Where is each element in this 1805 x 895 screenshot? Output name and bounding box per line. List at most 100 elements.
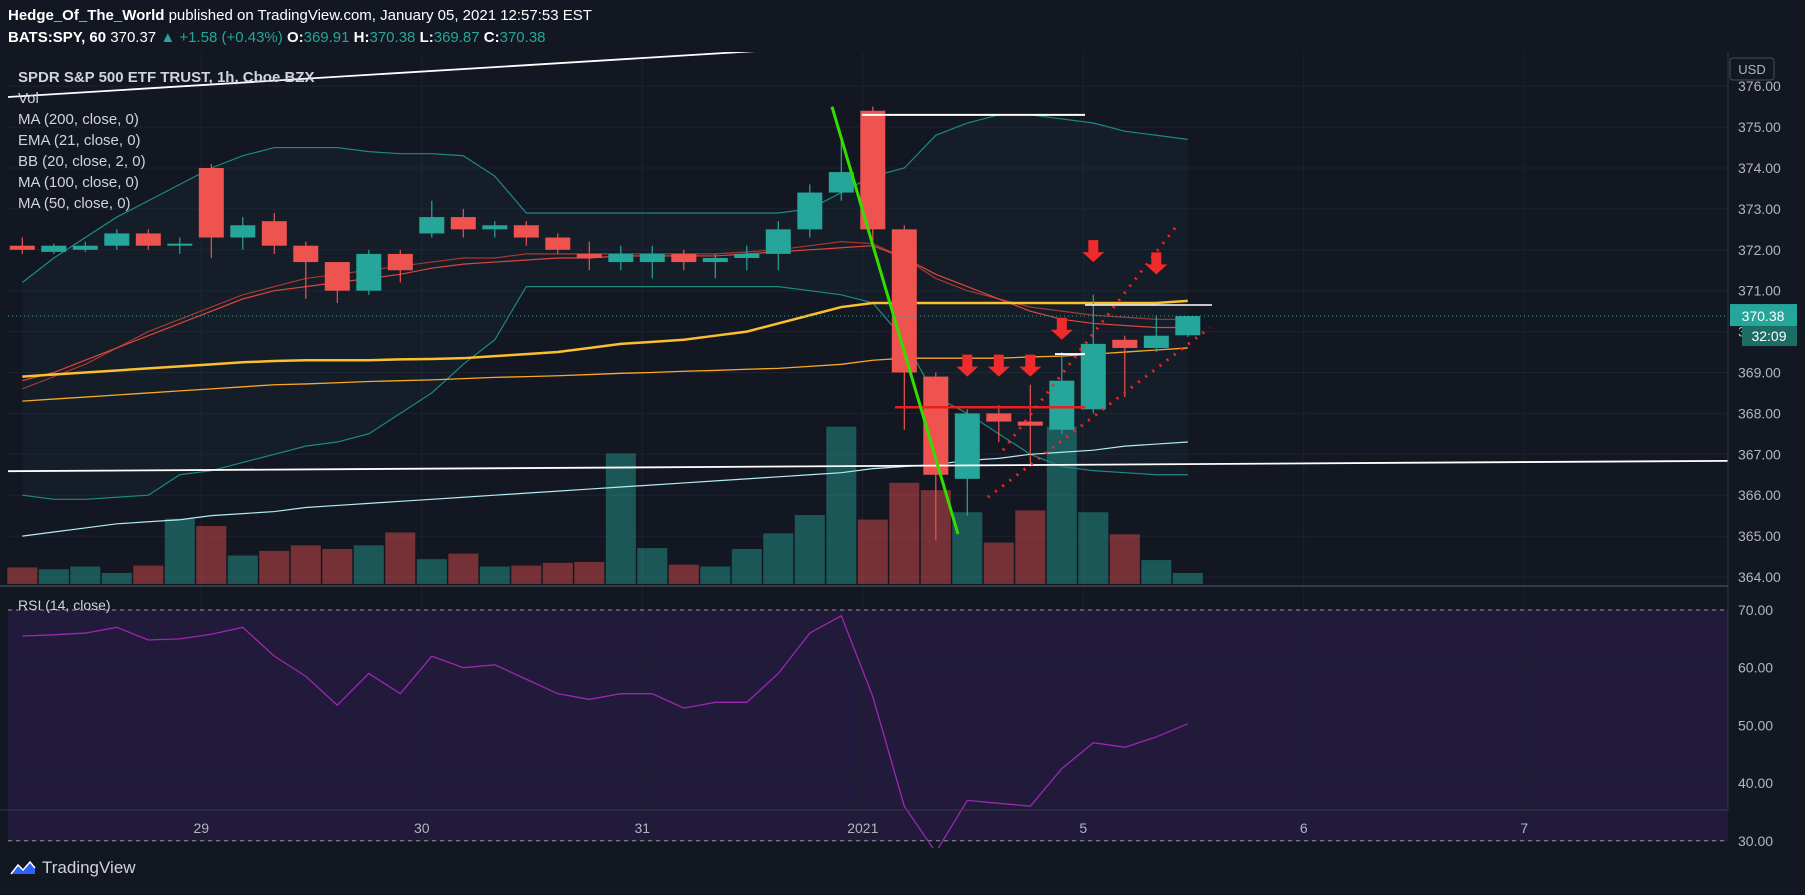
down-arrow-icon xyxy=(956,354,979,377)
currency-badge xyxy=(1729,57,1775,81)
price-tick-label: 376.00 xyxy=(1738,78,1781,94)
ma200-line xyxy=(22,441,1188,537)
tradingview-brand[interactable]: TradingView xyxy=(10,858,136,878)
down-arrow-icon xyxy=(1050,317,1073,340)
last-price: 370.37 xyxy=(110,29,157,46)
brand-label: TradingView xyxy=(42,858,136,877)
volume-bar xyxy=(7,567,38,584)
rsi-tick-label: 30.00 xyxy=(1738,833,1773,848)
volume-bar xyxy=(353,545,384,584)
price-tag-label: 370.38 xyxy=(1742,308,1785,324)
volume-bar xyxy=(794,515,825,584)
author-name[interactable]: Hedge_Of_The_World xyxy=(8,7,165,24)
upper-trendline xyxy=(7,52,756,98)
chart-footer: TradingView xyxy=(0,848,1805,895)
price-change: +1.58 (+0.43%) xyxy=(179,29,283,46)
chart-canvas[interactable]: 364.00 365.00 366.00 367.00 368.00 369.00 370.… xyxy=(0,52,1805,848)
symbol-label: BATS:SPY, 60 xyxy=(8,29,107,46)
time-tick-label: 7 xyxy=(1520,820,1528,836)
bollinger-fill xyxy=(22,114,1188,500)
candle-body xyxy=(482,225,508,230)
candle-body xyxy=(765,229,791,254)
legend-item: MA (50, close, 0) xyxy=(18,195,131,212)
volume-bar xyxy=(574,561,605,584)
up-triangle-icon: ▲ xyxy=(160,29,176,46)
volume-bar xyxy=(542,562,573,584)
time-tick-label: 29 xyxy=(194,820,210,836)
price-tag xyxy=(1730,304,1797,327)
price-tick-label: 372.00 xyxy=(1738,242,1781,258)
ema21-line xyxy=(22,245,1188,382)
volume-bar xyxy=(668,564,699,584)
candle-body xyxy=(986,413,1012,422)
channel-lower-dotted xyxy=(987,326,1211,499)
volume-bar xyxy=(952,512,983,584)
time-tick-label: 30 xyxy=(414,820,430,836)
candle-body xyxy=(387,253,413,271)
close-label: C: xyxy=(483,29,500,46)
rsi-tick-label: 70.00 xyxy=(1738,602,1773,618)
candle-body xyxy=(1143,335,1169,348)
price-tick-label: 374.00 xyxy=(1738,160,1781,176)
candle-body xyxy=(324,262,350,291)
candle-body xyxy=(545,237,571,250)
candle-body xyxy=(293,245,319,263)
candle-body xyxy=(860,110,886,230)
volume-bar xyxy=(1141,560,1172,584)
volume-bar xyxy=(101,572,132,584)
volume-bar xyxy=(38,569,69,584)
drop-trendline xyxy=(830,106,960,535)
bollinger-upper-line xyxy=(21,114,1188,283)
volume-bar xyxy=(227,555,258,584)
publish-line: Hedge_Of_The_World published on TradingV… xyxy=(8,7,592,24)
candle-body xyxy=(1175,316,1201,336)
volume-bar xyxy=(700,566,731,584)
price-tick-label: 365.00 xyxy=(1738,528,1781,544)
chart-title: SPDR S&P 500 ETF TRUST, 1h, Cboe BZX xyxy=(18,69,314,86)
volume-bar xyxy=(1109,534,1140,584)
price-tick-label: 366.00 xyxy=(1738,487,1781,503)
candle-body xyxy=(1049,380,1075,430)
down-arrow-icon xyxy=(1145,252,1168,275)
down-arrow-icon xyxy=(1019,354,1042,377)
volume-bar xyxy=(731,549,762,584)
legend-item: EMA (21, close, 0) xyxy=(18,132,141,149)
volume-bar xyxy=(511,565,542,584)
countdown-label: 32:09 xyxy=(1751,328,1786,344)
down-arrow-icon xyxy=(1082,240,1105,263)
candle-body xyxy=(135,233,161,246)
volume-bar xyxy=(1046,426,1077,584)
candle-body xyxy=(198,168,224,238)
countdown-tag xyxy=(1742,326,1797,347)
volume-bar xyxy=(1172,572,1203,584)
currency-label: USD xyxy=(1738,62,1765,77)
candle-body xyxy=(671,253,697,263)
volume-bar xyxy=(416,559,447,584)
volume-bar xyxy=(637,548,668,584)
time-tick-label: 6 xyxy=(1300,820,1308,836)
volume-bar xyxy=(70,566,101,584)
legend-item: MA (200, close, 0) xyxy=(18,111,139,128)
price-tick-label: 375.00 xyxy=(1738,119,1781,135)
time-tick-label: 2021 xyxy=(847,820,878,836)
candle-body xyxy=(576,253,602,258)
volume-bar xyxy=(479,566,510,584)
time-tick-label: 5 xyxy=(1079,820,1087,836)
rsi-title: RSI (14, close) xyxy=(18,597,111,613)
rsi-tick-label: 50.00 xyxy=(1738,717,1773,733)
lower-trendline xyxy=(7,459,1729,473)
low-label: L: xyxy=(419,29,434,46)
time-tick-label: 31 xyxy=(635,820,651,836)
candle-body xyxy=(608,253,634,263)
volume-bar xyxy=(857,519,888,584)
volume-bar xyxy=(448,553,479,584)
open-label: O: xyxy=(286,29,304,46)
volume-bar xyxy=(763,533,794,584)
price-tick-label: 364.00 xyxy=(1738,569,1781,585)
legend-item: MA (100, close, 0) xyxy=(18,174,139,191)
high-value: 370.38 xyxy=(369,29,416,46)
tradingview-logo-icon xyxy=(10,860,36,875)
candle-body xyxy=(104,233,130,246)
publish-info: published on TradingView.com, January 05… xyxy=(168,7,592,24)
volume-bar xyxy=(605,453,636,584)
